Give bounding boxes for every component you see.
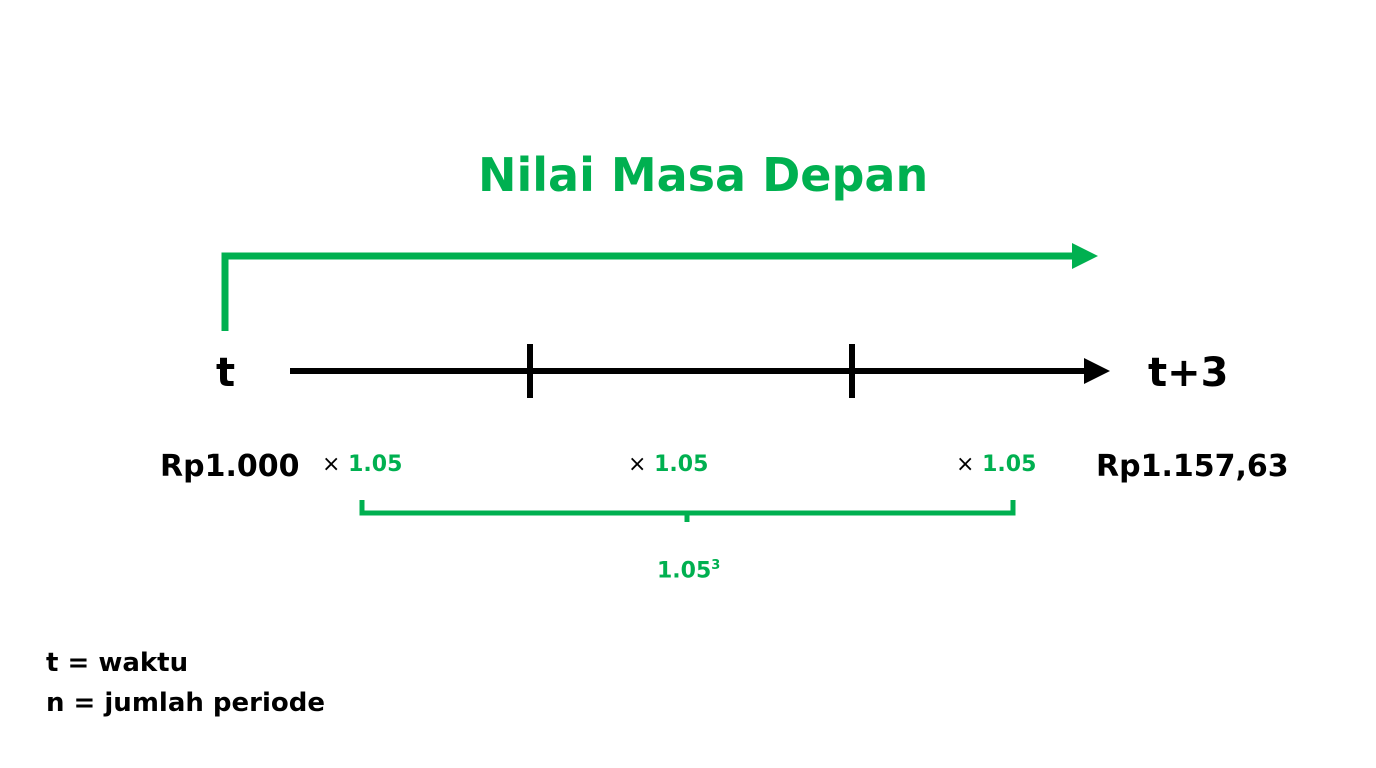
- timeline-arrow: [290, 344, 1110, 398]
- brace: [359, 500, 1016, 522]
- start-time-label: t: [216, 350, 236, 396]
- diagram-title: Nilai Masa Depan: [478, 148, 929, 202]
- factor-2: × 1.05: [628, 452, 709, 477]
- combined-factor: 1.053: [657, 558, 721, 584]
- present-value: Rp1.000: [160, 449, 300, 484]
- legend-time: t = waktu: [46, 648, 189, 678]
- future-value-arrow: [221, 243, 1098, 331]
- future-value: Rp1.157,63: [1096, 449, 1289, 484]
- factor-1: × 1.05: [322, 452, 403, 477]
- factor-3: × 1.05: [956, 452, 1037, 477]
- end-time-label: t+3: [1148, 350, 1229, 396]
- legend-periods: n = jumlah periode: [46, 688, 326, 718]
